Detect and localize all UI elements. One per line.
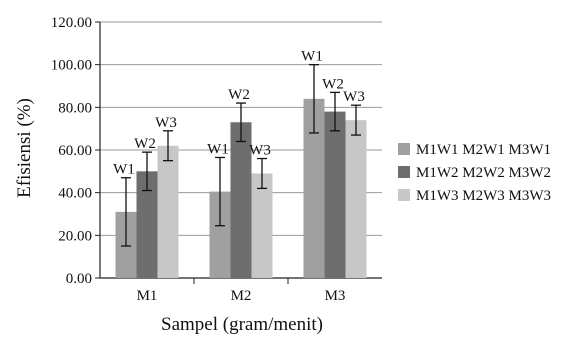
y-tick-label: 60.00 [58, 143, 92, 159]
bar [157, 145, 179, 278]
y-tick-label: 20.00 [58, 228, 92, 244]
legend-label: M1W3 M2W3 M3W3 [416, 188, 551, 204]
bar-data-label: W2 [228, 87, 250, 103]
legend-swatch [398, 189, 410, 201]
bar [324, 111, 346, 278]
bar [230, 122, 252, 279]
legend-swatch [398, 143, 410, 155]
y-tick-label: 120.00 [51, 15, 92, 31]
bar [209, 191, 231, 278]
bar [303, 98, 325, 278]
bar-data-label: W3 [155, 115, 177, 131]
bar-data-label: W3 [249, 143, 271, 159]
legend-label: M1W1 M2W1 M3W1 [416, 142, 551, 158]
bar-data-label: W1 [301, 49, 323, 65]
y-tick-label: 100.00 [51, 58, 92, 74]
bar-data-label: W3 [343, 89, 365, 105]
bar [251, 173, 273, 278]
bar [345, 120, 367, 278]
x-axis-title: Sampel (gram/menit) [161, 314, 323, 335]
x-tick-label: M1 [137, 288, 158, 304]
legend-label: M1W2 M2W2 M3W2 [416, 165, 551, 181]
y-tick-label: 40.00 [58, 186, 92, 202]
y-tick-label: 0.00 [66, 271, 92, 287]
bar-data-label: W2 [134, 136, 156, 152]
x-tick-label: M2 [231, 288, 252, 304]
bar [136, 171, 158, 278]
bar-data-label: W2 [322, 76, 344, 92]
bar-data-label: W1 [207, 141, 229, 157]
x-tick-label: M3 [325, 288, 346, 304]
y-axis-title: Efisiensi (%) [14, 98, 35, 198]
legend: M1W1 M2W1 M3W1 M1W2 M2W2 M3W2 M1W3 M2W3 M3… [398, 142, 551, 204]
y-tick-label: 80.00 [58, 100, 92, 116]
bar-data-label: W1 [113, 162, 135, 178]
legend-swatch [398, 166, 410, 178]
